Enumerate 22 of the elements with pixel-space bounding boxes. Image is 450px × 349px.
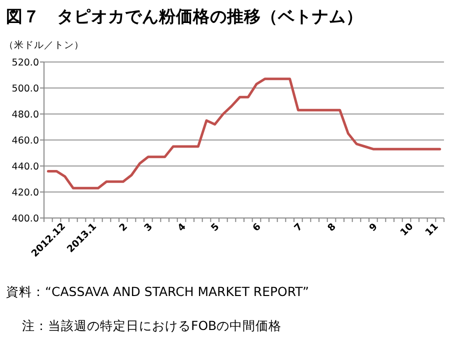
- y-tick-label: 400.0: [12, 213, 39, 224]
- text: 注：当該週の特定日におけるFOBの中間価格: [22, 318, 282, 333]
- x-tick-label: 10: [398, 220, 416, 238]
- y-tick-label: 440.0: [12, 161, 39, 172]
- x-tick-label: 3: [142, 221, 155, 234]
- x-tick-label: 6: [250, 221, 264, 234]
- x-tick-label: 9: [368, 221, 380, 234]
- y-tick-label: 500.0: [12, 83, 39, 94]
- y-axis-title: （米ドル／トン）: [4, 39, 84, 51]
- y-tick-label: 420.0: [12, 187, 39, 198]
- x-tick-label: 8: [326, 221, 339, 234]
- x-tick-label: 7: [292, 221, 305, 234]
- y-tick-label: 480.0: [12, 109, 39, 120]
- text: 資料：“CASSAVA AND STARCH MARKET REPORT”: [6, 284, 309, 299]
- x-tick-label: 5: [209, 221, 222, 234]
- line-series: [46, 78, 442, 190]
- chart-title: 図７ タピオカでん粉価格の推移（ベトナム）: [6, 7, 363, 26]
- y-tick-label: 520.0: [12, 57, 39, 68]
- x-tick-label: 11: [424, 221, 441, 238]
- y-tick-label: 460.0: [12, 135, 39, 146]
- x-tick-label: 2: [118, 221, 130, 234]
- x-tick-label: 4: [176, 221, 189, 234]
